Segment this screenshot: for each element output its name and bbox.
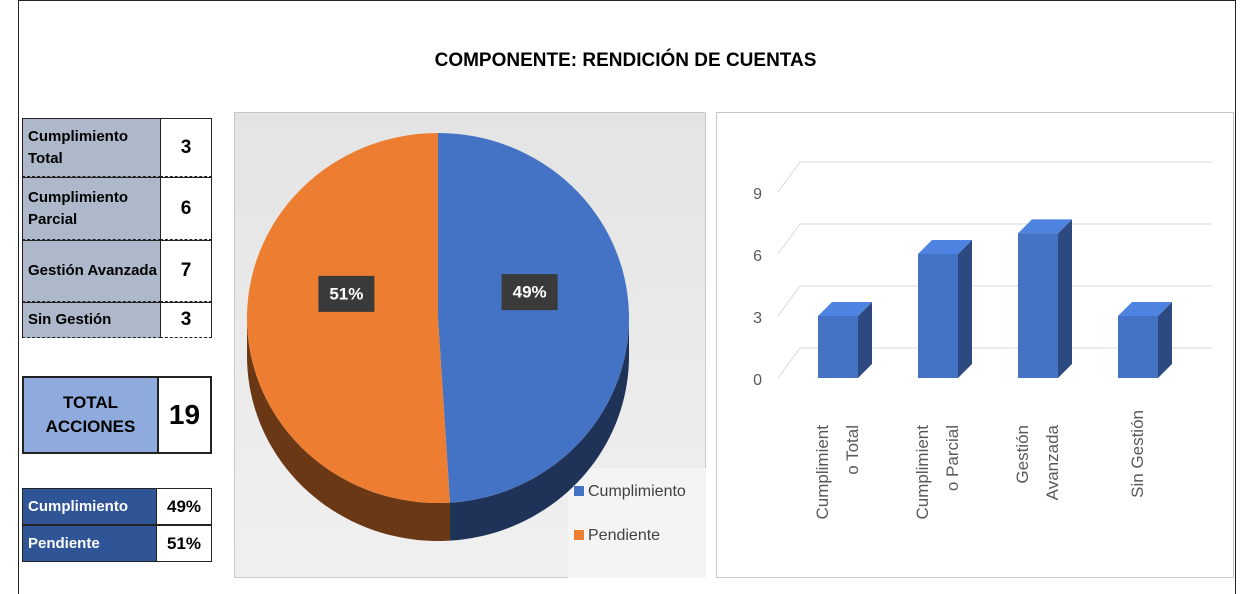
- grid-line: [777, 161, 1212, 193]
- row-label: Cumplimiento Total: [22, 118, 161, 177]
- y-tick-label: 9: [753, 186, 762, 203]
- data-label: 49%: [513, 283, 547, 302]
- bar-top: [818, 302, 872, 316]
- row-value: 3: [160, 118, 212, 177]
- bar-top: [918, 240, 972, 254]
- y-tick-label: 3: [753, 310, 762, 327]
- legend-box: [568, 468, 706, 578]
- status-value: 49%: [156, 488, 212, 525]
- grid-line: [777, 285, 1212, 317]
- row-value: 7: [160, 240, 212, 302]
- row-value: 3: [160, 302, 212, 338]
- row-label: Cumplimiento Parcial: [22, 177, 161, 240]
- bar: [1018, 233, 1058, 378]
- page-title: COMPONENTE: RENDICIÓN DE CUENTAS: [434, 50, 817, 71]
- legend-swatch: [574, 530, 584, 540]
- pie-slice: [246, 133, 450, 503]
- x-tick-label: Gestión Avanzada: [1013, 425, 1062, 501]
- grid-line: [777, 347, 1212, 379]
- frame: [18, 0, 1236, 594]
- bar-top: [1018, 219, 1072, 234]
- status-label: Pendiente: [22, 525, 157, 562]
- y-tick-label: 0: [753, 372, 762, 389]
- status-value: 51%: [156, 525, 212, 562]
- grid-line: [777, 223, 1212, 255]
- bar-panel: [716, 112, 1234, 578]
- legend-label: Pendiente: [588, 527, 660, 544]
- row-label: Sin Gestión: [22, 302, 161, 338]
- x-tick-label: Sin Gestión: [1128, 410, 1147, 498]
- bar-top: [1118, 302, 1172, 316]
- total-value: 19: [157, 376, 212, 454]
- bar-side: [1158, 302, 1172, 378]
- legend-swatch: [574, 486, 584, 496]
- pie-slice: [438, 133, 629, 503]
- pie-side: [247, 318, 450, 541]
- bar: [818, 316, 858, 378]
- total-label: TOTAL ACCIONES: [22, 376, 159, 454]
- row-label: Gestión Avanzada: [22, 240, 161, 302]
- bar: [1118, 316, 1158, 378]
- bar-side: [858, 302, 872, 378]
- pie-side: [449, 318, 629, 541]
- row-value: 6: [160, 177, 212, 240]
- x-tick-label: Cumplimiento Total: [813, 425, 862, 520]
- bar-side: [958, 240, 972, 378]
- x-tick-label: Cumplimiento Parcial: [913, 425, 962, 520]
- data-label: 51%: [329, 284, 363, 303]
- bar-side: [1058, 219, 1072, 378]
- y-tick-label: 6: [753, 248, 762, 265]
- label-box: [318, 275, 375, 312]
- bar: [918, 254, 958, 378]
- label-box: [501, 274, 558, 311]
- legend-label: Cumplimiento: [588, 483, 686, 500]
- status-label: Cumplimiento: [22, 488, 157, 525]
